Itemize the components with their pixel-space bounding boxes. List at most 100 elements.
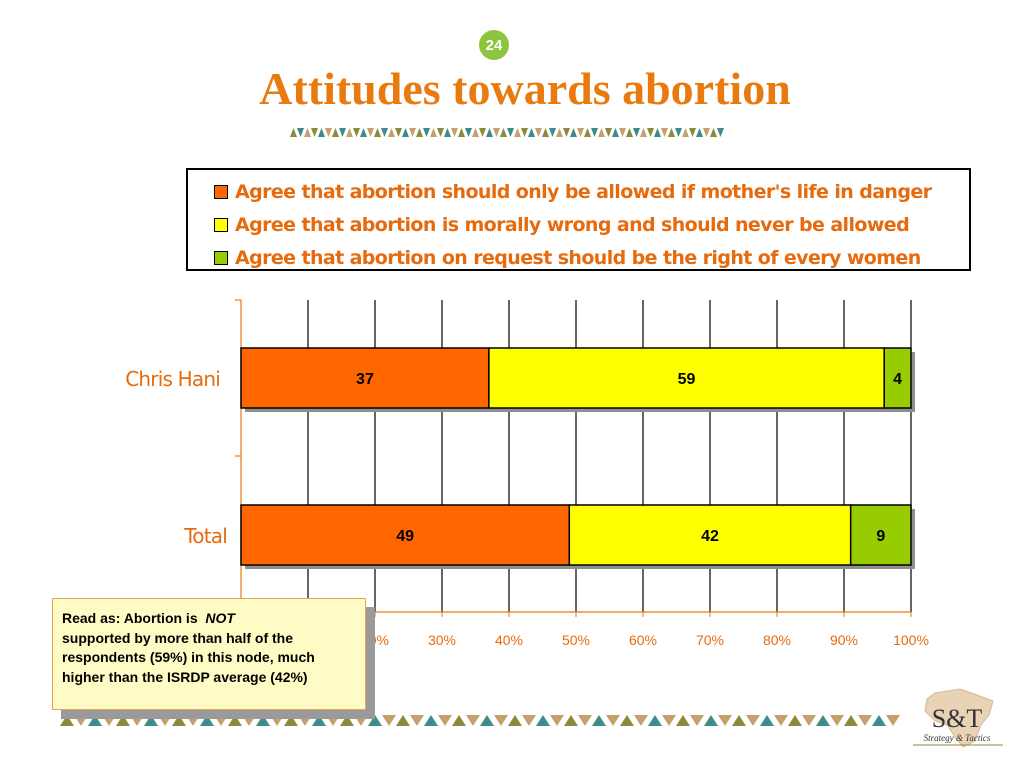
triangle-ornament <box>844 715 858 726</box>
triangle-ornament <box>88 715 102 726</box>
triangle-ornament <box>703 128 710 137</box>
triangle-ornament <box>556 128 563 137</box>
triangle-ornament <box>311 128 318 137</box>
triangle-ornament <box>514 128 521 137</box>
triangle-ornament <box>634 715 648 726</box>
triangle-ornament <box>424 715 438 726</box>
triangle-ornament <box>332 128 339 137</box>
triangle-ornament <box>304 128 311 137</box>
triangle-ornament <box>472 128 479 137</box>
logo-subtitle: Strategy & Tactics <box>924 733 991 743</box>
triangle-ornament <box>676 715 690 726</box>
legend-label: Agree that abortion on request should be… <box>235 246 921 269</box>
data-label: 9 <box>876 528 885 545</box>
triangle-ornament <box>746 715 760 726</box>
triangle-ornament <box>214 715 228 726</box>
triangle-ornament <box>640 128 647 137</box>
triangle-ornament <box>508 715 522 726</box>
triangle-ornament <box>500 128 507 137</box>
triangle-ornament <box>242 715 256 726</box>
triangle-ornament <box>298 715 312 726</box>
triangle-ornament <box>486 128 493 137</box>
triangle-ornament <box>689 128 696 137</box>
triangle-ornament <box>395 128 402 137</box>
data-label: 49 <box>396 528 414 545</box>
triangle-ornament <box>368 715 382 726</box>
triangle-ornament <box>626 128 633 137</box>
triangle-ornament <box>591 128 598 137</box>
triangle-ornament <box>410 715 424 726</box>
note-prefix: Read as: Abortion is <box>62 610 198 626</box>
triangle-ornament <box>102 715 116 726</box>
triangle-ornament <box>654 128 661 137</box>
logo-text: S&T <box>932 704 983 733</box>
triangle-ornament <box>74 715 88 726</box>
triangle-ornament <box>325 128 332 137</box>
triangle-ornament <box>584 128 591 137</box>
triangle-ornament <box>605 128 612 137</box>
triangle-ornament <box>788 715 802 726</box>
note-body: supported by more than half of the respo… <box>62 629 315 685</box>
data-label: 42 <box>701 528 719 545</box>
legend-swatch-orange <box>214 184 228 199</box>
triangle-ornament <box>256 715 270 726</box>
bar-segment <box>849 504 912 566</box>
legend-label: Agree that abortion is morally wrong and… <box>235 213 910 236</box>
triangle-ornament <box>444 128 451 137</box>
triangle-ornament <box>872 715 886 726</box>
triangle-ornament <box>494 715 508 726</box>
triangle-ornament <box>396 715 410 726</box>
data-label: 4 <box>893 371 902 388</box>
triangle-ornament <box>354 715 368 726</box>
triangle-ornament <box>521 128 528 137</box>
triangle-ornament <box>535 128 542 137</box>
triangle-ornament <box>648 715 662 726</box>
triangle-ornament <box>550 715 564 726</box>
triangle-ornament <box>312 715 326 726</box>
x-tick-label: 100% <box>893 632 929 648</box>
legend-swatch-green <box>214 250 228 265</box>
triangle-ornament <box>606 715 620 726</box>
category-label: Chris Hani <box>125 367 220 391</box>
triangle-ornament <box>647 128 654 137</box>
triangle-ornament <box>381 128 388 137</box>
triangle-ornament <box>353 128 360 137</box>
triangle-ornament <box>802 715 816 726</box>
x-tick-label: 20% <box>361 632 389 648</box>
triangle-ornament <box>528 128 535 137</box>
category-label: Total <box>183 524 227 548</box>
triangle-ornament <box>402 128 409 137</box>
decorative-triangle-border-bottom <box>60 715 900 726</box>
triangle-ornament <box>549 128 556 137</box>
triangle-ornament <box>423 128 430 137</box>
x-tick-label: 90% <box>830 632 858 648</box>
triangle-ornament <box>612 128 619 137</box>
bar-segment <box>488 347 885 409</box>
x-tick-label: 70% <box>696 632 724 648</box>
triangle-ornament <box>284 715 298 726</box>
triangle-ornament <box>458 128 465 137</box>
triangle-ornament <box>270 715 284 726</box>
x-tick-label: 30% <box>428 632 456 648</box>
triangle-ornament <box>116 715 130 726</box>
legend-item-morally-wrong: Agree that abortion is morally wrong and… <box>214 208 969 241</box>
triangle-ornament <box>340 715 354 726</box>
triangle-ornament <box>633 128 640 137</box>
triangle-ornament <box>493 128 500 137</box>
triangle-ornament <box>297 128 304 137</box>
triangle-ornament <box>507 128 514 137</box>
triangle-ornament <box>774 715 788 726</box>
note-emphasis: NOT <box>205 610 235 626</box>
triangle-ornament <box>717 128 724 137</box>
triangle-ornament <box>437 128 444 137</box>
triangle-ornament <box>710 128 717 137</box>
triangle-ornament <box>382 715 396 726</box>
triangle-ornament <box>578 715 592 726</box>
triangle-ornament <box>619 128 626 137</box>
page-number-badge: 24 <box>479 30 509 60</box>
triangle-ornament <box>704 715 718 726</box>
triangle-ornament <box>577 128 584 137</box>
triangle-ornament <box>675 128 682 137</box>
triangle-ornament <box>696 128 703 137</box>
triangle-ornament <box>536 715 550 726</box>
